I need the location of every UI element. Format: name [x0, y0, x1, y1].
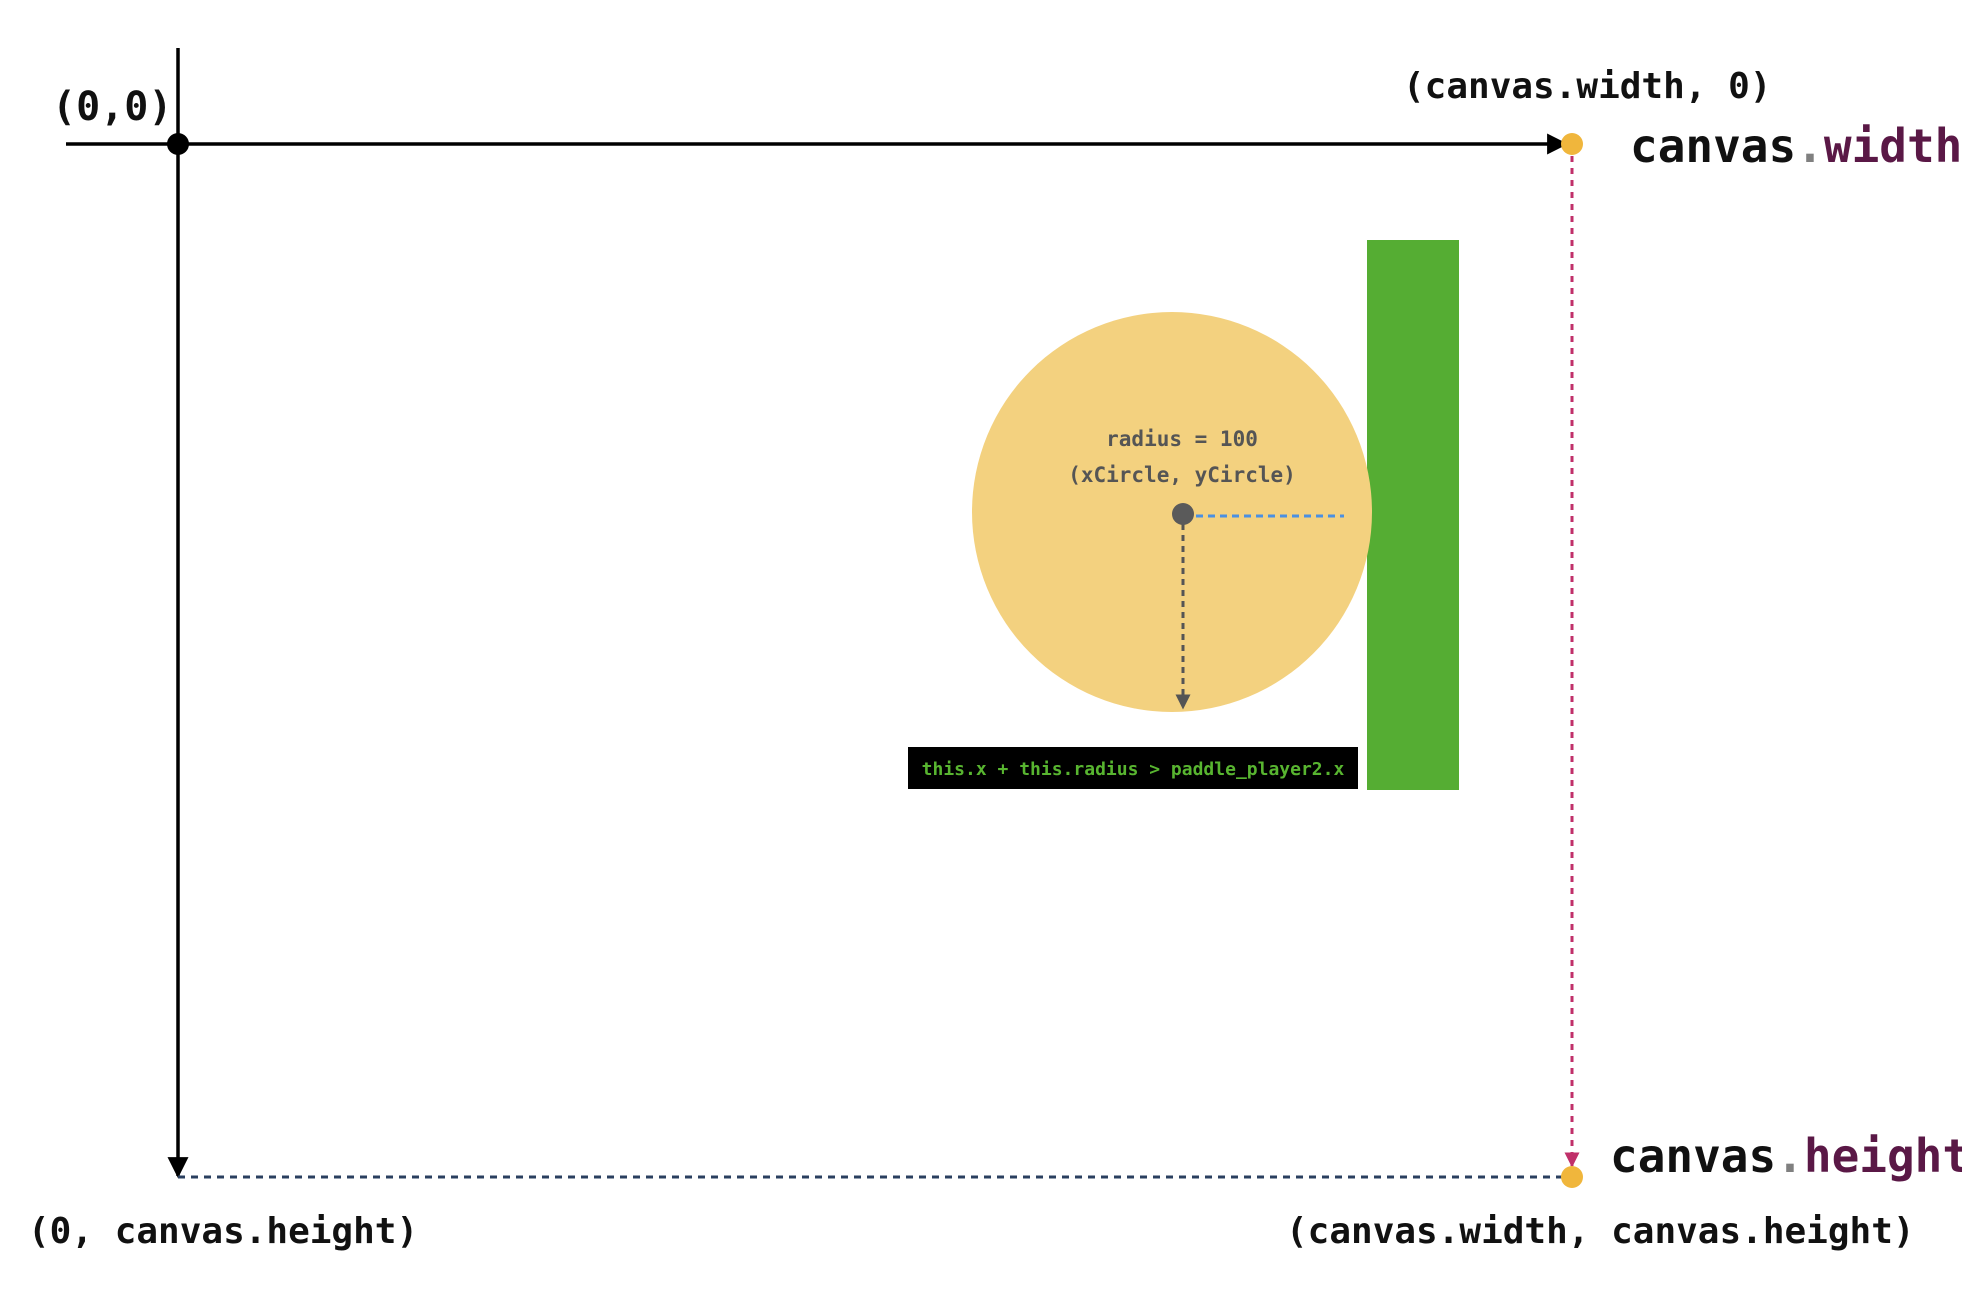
ball-center-label: (xCircle, yCircle) — [1068, 463, 1296, 487]
canvas-width-object: canvas — [1630, 119, 1796, 173]
canvas-height-object: canvas — [1610, 1129, 1776, 1183]
bottom-right-corner-label: (canvas.width, canvas.height) — [1286, 1211, 1915, 1252]
collision-condition-text: this.x + this.radius > paddle_player2.x — [922, 759, 1345, 780]
top-right-corner-dot — [1561, 133, 1583, 155]
canvas-height-property: height — [1804, 1129, 1962, 1183]
bottom-left-corner-label: (0, canvas.height) — [28, 1211, 418, 1252]
bottom-right-corner-dot — [1561, 1166, 1583, 1188]
paddle-player2 — [1367, 240, 1459, 790]
origin-dot — [167, 133, 189, 155]
canvas-width-property: width — [1824, 119, 1962, 173]
canvas-height-label: canvas.height — [1610, 1129, 1962, 1183]
origin-label: (0,0) — [52, 84, 172, 130]
canvas-width-label: canvas.width — [1630, 119, 1962, 173]
top-right-corner-label: (canvas.width, 0) — [1403, 66, 1771, 107]
collision-condition-box — [908, 747, 1358, 789]
canvas-height-dot: . — [1776, 1129, 1804, 1183]
radius-label: radius = 100 — [1106, 427, 1258, 451]
ball — [972, 312, 1372, 712]
canvas-width-dot: . — [1796, 119, 1824, 173]
ball-center-dot — [1172, 503, 1194, 525]
